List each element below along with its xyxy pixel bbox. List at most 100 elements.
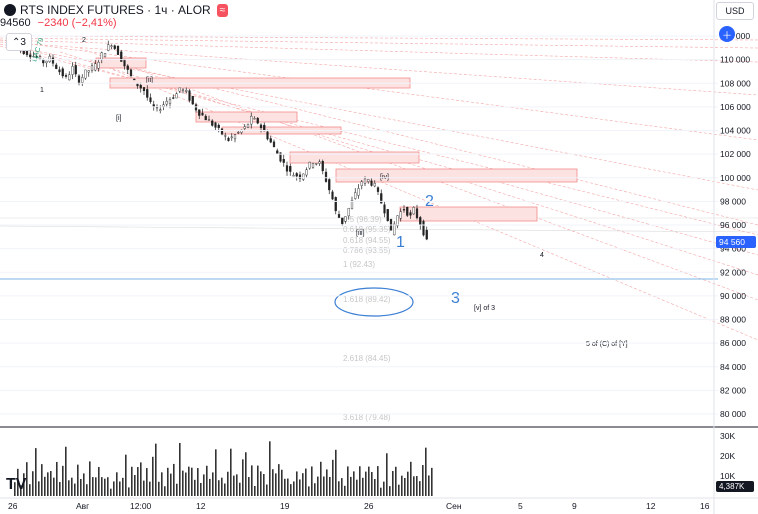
volume-bar: [371, 471, 373, 496]
volume-bar: [146, 468, 148, 496]
volume-bar: [77, 464, 79, 496]
candle-body: [162, 104, 165, 107]
elliott-wave-badge[interactable]: ≈: [216, 3, 229, 17]
volume-bar: [164, 486, 166, 496]
price-tick-label: 96 000: [720, 220, 746, 230]
candle-body: [373, 182, 376, 187]
volume-bar: [134, 475, 136, 496]
price-tick-label: 100 000: [720, 173, 751, 183]
volume-bar: [179, 442, 181, 496]
volume-bar: [173, 463, 175, 496]
volume-bar: [14, 482, 16, 496]
volume-bar: [95, 477, 97, 496]
volume-bar: [323, 476, 325, 496]
fib-level-label: 1 (92.43): [343, 260, 375, 269]
volume-bar: [386, 453, 388, 496]
candle-body: [396, 215, 399, 227]
candle-body: [419, 217, 422, 226]
candle-body: [425, 229, 428, 240]
tradingview-logo[interactable]: TV: [6, 476, 27, 493]
indicators-toggle-button[interactable]: ⌃ 3: [6, 33, 32, 51]
volume-bar: [191, 467, 193, 496]
candle-body: [201, 112, 204, 116]
candle-body: [168, 99, 172, 104]
volume-bar: [305, 468, 307, 496]
candle-body: [376, 187, 380, 192]
volume-bar: [92, 477, 94, 496]
volume-bar: [281, 469, 283, 496]
volume-bar: [200, 482, 202, 496]
candle-body: [282, 159, 285, 163]
current-volume-label: 4,387K: [719, 482, 745, 491]
volume-bar: [275, 473, 277, 496]
candle-body: [409, 212, 412, 216]
candle-body: [422, 220, 425, 236]
candle-body: [302, 173, 305, 180]
volume-bar: [194, 479, 196, 496]
candle-body: [207, 119, 211, 121]
volume-bar: [251, 465, 253, 496]
time-tick-label: Сен: [446, 501, 462, 511]
candle-body: [217, 124, 220, 129]
volume-bar: [197, 468, 199, 496]
candle-body: [107, 44, 110, 51]
fib-level-label: 0.618 (95.35): [343, 225, 391, 234]
volume-bar: [242, 459, 244, 496]
volume-bar: [89, 461, 91, 496]
candle-body: [363, 178, 367, 184]
supply-zone: [289, 151, 420, 164]
volume-bar: [248, 477, 250, 496]
candle-body: [386, 209, 389, 222]
candle-body: [295, 173, 298, 177]
candle-body: [175, 93, 178, 99]
symbol-title[interactable]: RTS INDEX FUTURES · 1ч · ALOR: [20, 3, 211, 17]
trend-fan-line: [0, 39, 758, 141]
volume-bar: [269, 441, 271, 496]
handwritten-label-1: 1: [396, 234, 405, 251]
candle-body: [250, 115, 253, 125]
candle-body: [181, 89, 185, 91]
candle-body: [152, 104, 155, 107]
candle-body: [149, 97, 152, 102]
price-tick-label: 80 000: [720, 409, 746, 419]
volume-bar: [233, 475, 235, 496]
price-tick-label: 106 000: [720, 102, 751, 112]
volume-bar: [365, 471, 367, 496]
candle-body: [315, 163, 318, 165]
wave-label-ii: [ii]: [146, 77, 153, 84]
volume-bar: [302, 473, 304, 496]
add-plus-icon[interactable]: ＋: [719, 26, 735, 42]
volume-bar: [59, 482, 61, 496]
handwritten-label-3: 3: [451, 290, 460, 307]
volume-bar: [284, 478, 286, 496]
volume-bar: [116, 472, 118, 496]
trend-fan-line: [0, 43, 758, 191]
candle-body: [51, 57, 55, 64]
chevron-up-icon: ⌃: [12, 36, 21, 48]
time-tick-label: 16: [700, 501, 710, 511]
candle-body: [412, 207, 415, 215]
volume-bar: [227, 471, 229, 496]
candle-body: [120, 51, 123, 62]
price-tick-label: 112 000: [720, 31, 750, 41]
volume-bar: [236, 474, 238, 496]
volume-bar: [314, 483, 316, 496]
candle-body: [318, 161, 321, 164]
volume-bar: [260, 471, 262, 496]
candle-body: [259, 124, 263, 129]
currency-select[interactable]: USD: [716, 2, 754, 20]
price-tick-label: 90 000: [720, 291, 746, 301]
volume-bar: [329, 476, 331, 496]
wave-label-5-of-c-of-y: 5 of (C) of [Y]: [586, 341, 628, 348]
fib-level-label: 0.786 (93.55): [343, 246, 391, 255]
volume-bar: [44, 476, 46, 496]
candle-body: [402, 209, 406, 211]
candle-body: [211, 120, 214, 126]
volume-bar: [293, 481, 295, 496]
volume-bar: [416, 476, 418, 496]
candle-body: [191, 96, 194, 105]
price-tick-label: 110 000: [720, 55, 750, 65]
volume-bar: [287, 478, 289, 496]
volume-bar: [431, 467, 433, 496]
